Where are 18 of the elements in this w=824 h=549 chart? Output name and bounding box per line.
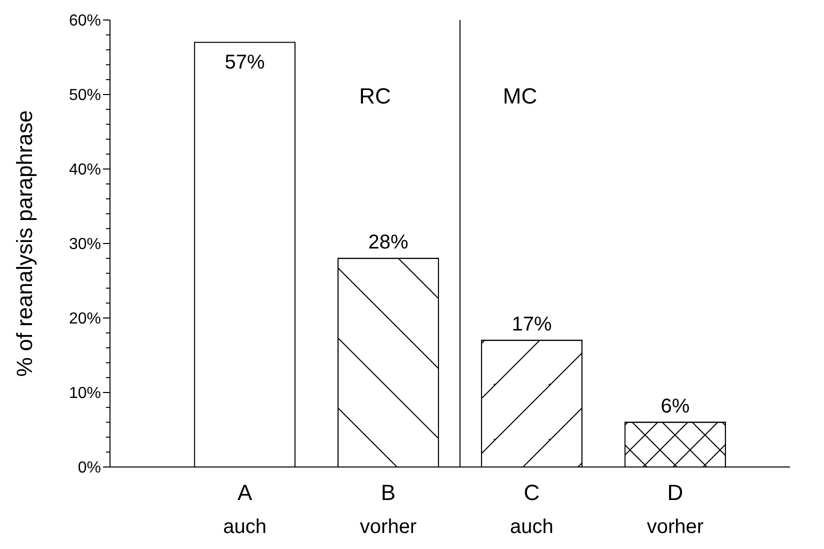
y-tick-label: 50% — [68, 87, 101, 104]
x-tick-label: C auch — [510, 480, 554, 538]
x-tick-label: D vorher — [646, 480, 704, 538]
data-label: 57% — [224, 51, 266, 74]
y-tick-label: 40% — [68, 162, 101, 179]
y-tick-label: 10% — [68, 385, 101, 402]
y-tick-label: 20% — [68, 310, 101, 328]
x-tick-label: A auch — [223, 480, 266, 538]
annotation: MC — [502, 84, 538, 109]
y-tick-label: 30% — [68, 236, 101, 254]
y-tick-label: 0% — [78, 460, 101, 477]
x-tick-label: B vorher — [360, 480, 417, 538]
data-label: 6% — [660, 395, 690, 418]
annotation: RC — [359, 84, 391, 109]
data-label: 28% — [368, 231, 408, 254]
y-axis-title: % of reanalysis paraphrase — [12, 110, 37, 377]
data-label: 17% — [512, 313, 552, 336]
y-tick-label: 60% — [68, 12, 101, 30]
